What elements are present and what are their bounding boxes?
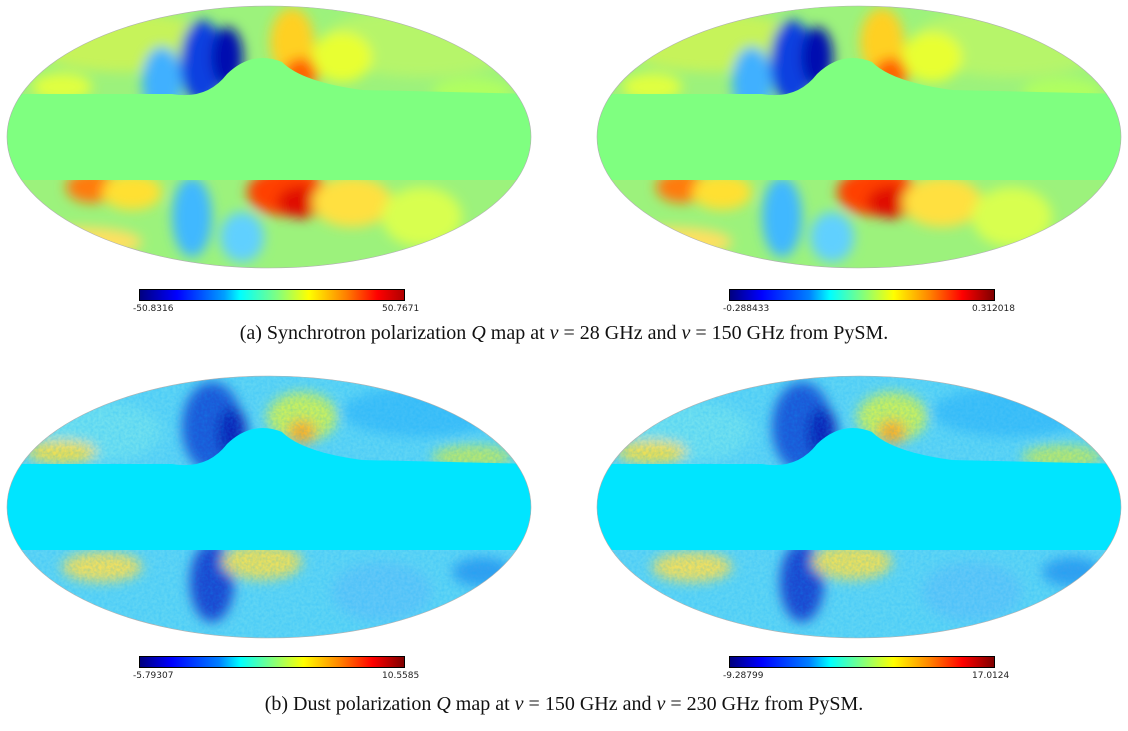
colorbar (729, 289, 995, 301)
dust-map-230ghz (592, 372, 1126, 642)
colorbar (729, 656, 995, 668)
figure-caption-b: (b) Dust polarization Q map at ν = 150 G… (264, 693, 864, 715)
dust-map-150ghz (2, 372, 536, 642)
colorbar-max-label: 0.312018 (972, 304, 1015, 314)
colorbar-max-label: 50.7671 (382, 304, 420, 314)
colorbar-max-label: 10.5585 (382, 671, 420, 681)
synchrotron-map-150ghz (592, 2, 1126, 272)
colorbar-min-label: -5.79307 (133, 671, 174, 681)
figure-caption-a: (a) Synchrotron polarization Q map at ν … (239, 322, 889, 344)
colorbar-min-label: -9.28799 (723, 671, 764, 681)
colorbar-max-label: 17.0124 (972, 671, 1010, 681)
colorbar-min-label: -0.288433 (723, 304, 770, 314)
colorbar (139, 656, 405, 668)
colorbar-min-label: -50.8316 (133, 304, 174, 314)
synchrotron-map-28ghz (2, 2, 536, 272)
colorbar (139, 289, 405, 301)
